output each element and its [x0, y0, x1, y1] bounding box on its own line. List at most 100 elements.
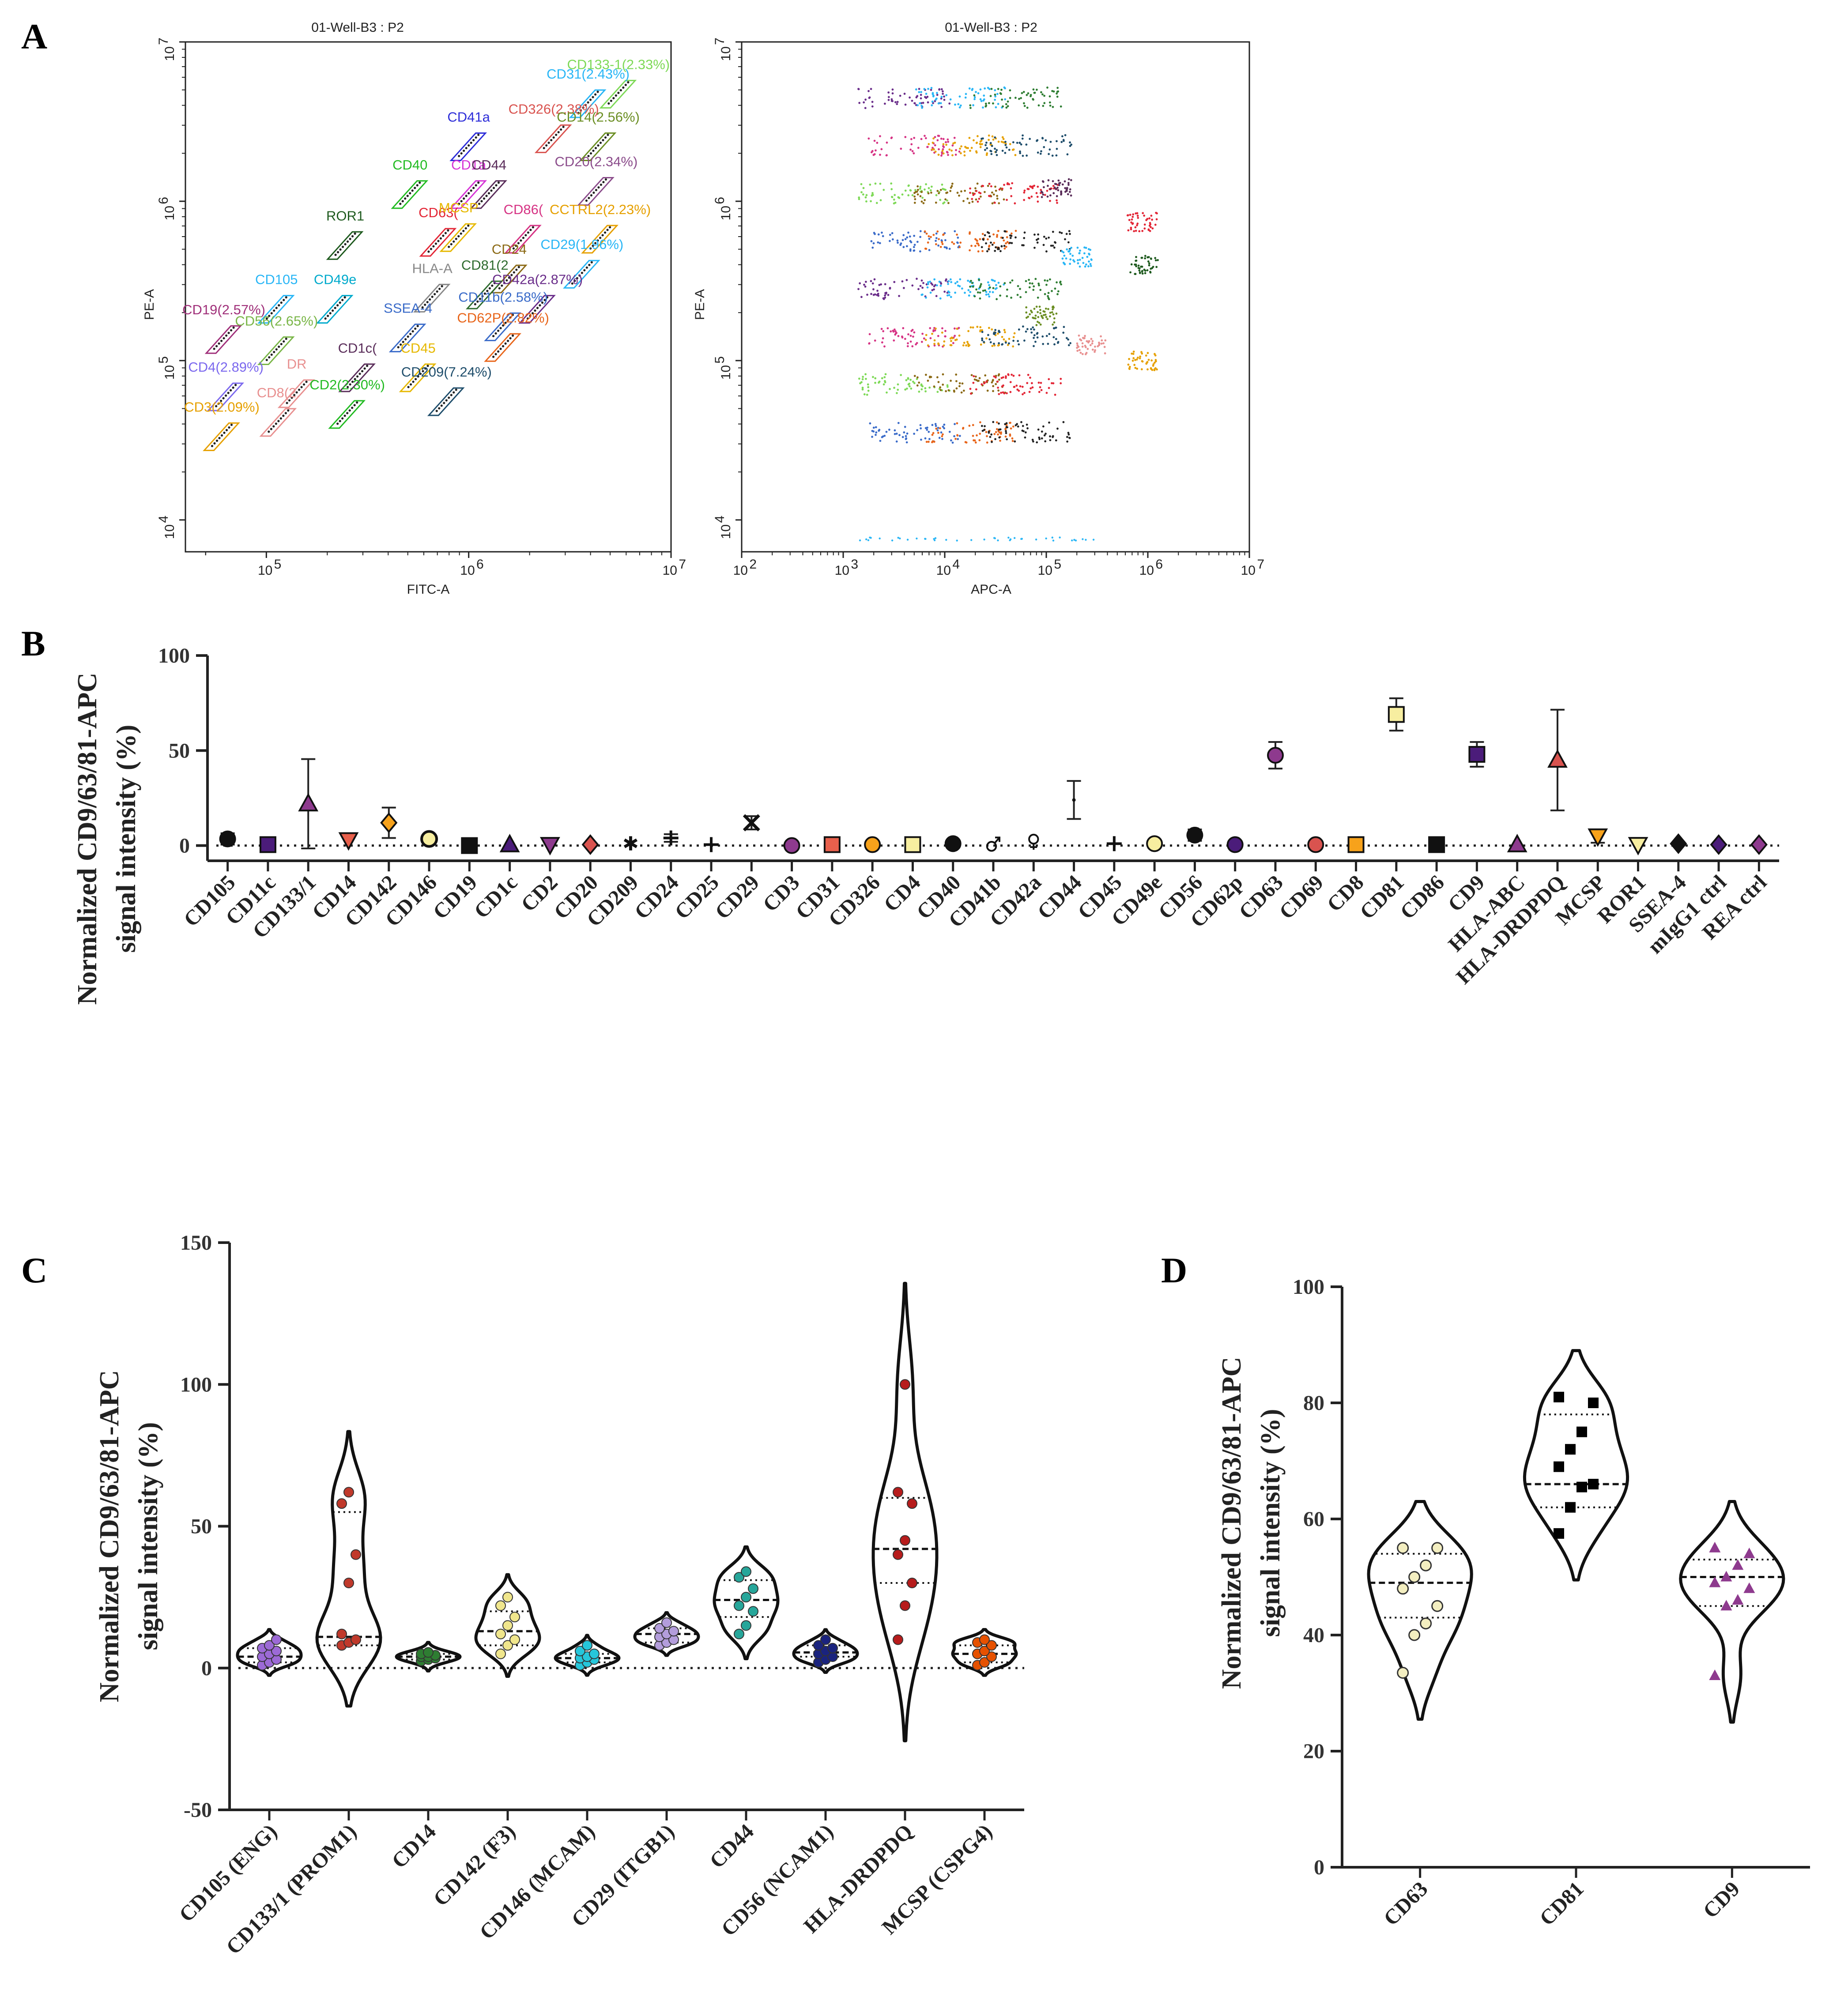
- a1-gate-event: [463, 197, 465, 200]
- a2-event: [902, 287, 905, 289]
- a2-event: [1023, 191, 1026, 194]
- a1-gate-event: [353, 404, 356, 407]
- panel-b-point-ring: [1028, 833, 1039, 845]
- a1-gate-event: [573, 279, 576, 282]
- violin-plot-d: Normalized CD9/63/81-APC signal intensit…: [1217, 1275, 1810, 1930]
- a1-gate-event: [284, 412, 287, 415]
- a2-event: [1005, 106, 1008, 109]
- a2-event: [984, 87, 986, 90]
- a1-gate-event: [265, 317, 268, 320]
- a2-event: [979, 329, 982, 332]
- a2-event: [927, 281, 929, 283]
- a1-gate-event: [455, 237, 457, 240]
- panel-c-point: [589, 1648, 600, 1659]
- a2-event: [863, 283, 865, 286]
- a2-event: [959, 278, 962, 281]
- a2-event: [906, 387, 908, 390]
- a2-event: [1052, 185, 1055, 187]
- a2-event: [1127, 229, 1130, 232]
- a2-event: [870, 280, 872, 283]
- a2-event: [858, 377, 860, 380]
- a2-event: [988, 195, 991, 197]
- a1-gate-event: [590, 261, 593, 264]
- a2-event: [1003, 338, 1005, 341]
- a2-event: [1033, 337, 1035, 339]
- a2-event: [997, 282, 1000, 284]
- a1-gate-event: [517, 266, 520, 268]
- a2-event: [1004, 140, 1007, 143]
- a2-event: [911, 329, 914, 331]
- a2-event: [1056, 195, 1058, 197]
- a2-event: [904, 103, 907, 106]
- a2-event: [880, 328, 883, 330]
- a2-event: [858, 198, 860, 200]
- panel-d-point: [1408, 1629, 1421, 1641]
- a2-event: [981, 425, 983, 427]
- a2-event: [905, 245, 908, 248]
- a2-event: [907, 377, 909, 380]
- a2-event: [963, 151, 965, 153]
- a2-event: [1033, 308, 1036, 310]
- panel-b-point: [1628, 837, 1648, 855]
- a2-event: [1056, 92, 1058, 95]
- panel-c-point: [893, 1634, 903, 1645]
- a2-event: [1005, 242, 1007, 245]
- a1-gate-event: [601, 234, 604, 237]
- a2-event: [1020, 538, 1022, 540]
- panel-d-ytick-label: 0: [1314, 1856, 1324, 1879]
- a2-event: [1052, 336, 1055, 339]
- flow-plot-1-frame: [185, 41, 672, 553]
- a2-event: [982, 238, 985, 241]
- a2-event: [1126, 214, 1129, 217]
- a2-event: [924, 339, 927, 341]
- a2-event: [1082, 538, 1084, 540]
- a2-event: [988, 235, 991, 238]
- a2-event: [861, 378, 864, 381]
- a2-event: [1056, 87, 1059, 89]
- a2-event: [1091, 340, 1094, 343]
- a1-gate-event: [529, 229, 532, 231]
- a1-ytick-label-1: 105: [156, 356, 177, 380]
- panel-c-point: [900, 1379, 910, 1390]
- a2-event: [971, 89, 973, 91]
- a1-gate-event: [228, 426, 230, 429]
- a2-event: [1100, 343, 1103, 345]
- a2-event: [1147, 256, 1150, 258]
- a2-event: [1004, 144, 1007, 146]
- a2-event: [893, 281, 896, 283]
- panel-b-point: [461, 837, 478, 854]
- a2-event: [925, 93, 928, 95]
- a2-event: [994, 202, 996, 204]
- a2-event: [921, 286, 924, 289]
- a1-gate-event: [272, 425, 275, 428]
- a2-event: [921, 332, 924, 335]
- a2-event: [1057, 179, 1060, 182]
- a2-event: [974, 441, 977, 444]
- a1-gate-polygon: [449, 180, 487, 209]
- a2-event: [1003, 184, 1005, 186]
- a1-gate-event: [492, 335, 495, 337]
- a2-event: [891, 238, 894, 241]
- a2-event: [1039, 152, 1042, 155]
- a2-event: [1003, 230, 1006, 233]
- a2-event: [857, 288, 860, 290]
- panel-c-point: [741, 1620, 751, 1631]
- a2-event: [1141, 230, 1144, 232]
- a2-event: [970, 279, 972, 282]
- a2-event: [990, 241, 992, 244]
- a2-event: [1092, 539, 1095, 541]
- a2-event: [922, 282, 924, 284]
- a2-event: [867, 90, 870, 92]
- a2-event: [1104, 352, 1106, 354]
- a1-gate-event: [464, 227, 467, 230]
- a2-event: [1001, 136, 1004, 139]
- a1-gate-event: [467, 224, 470, 227]
- panel-c-point: [351, 1549, 361, 1560]
- a2-event: [878, 429, 881, 431]
- a2-event: [973, 375, 975, 377]
- a2-event: [1051, 154, 1054, 157]
- a2-event: [927, 192, 930, 195]
- a2-event: [916, 537, 918, 540]
- a2-event: [964, 189, 966, 192]
- a2-event: [946, 151, 949, 154]
